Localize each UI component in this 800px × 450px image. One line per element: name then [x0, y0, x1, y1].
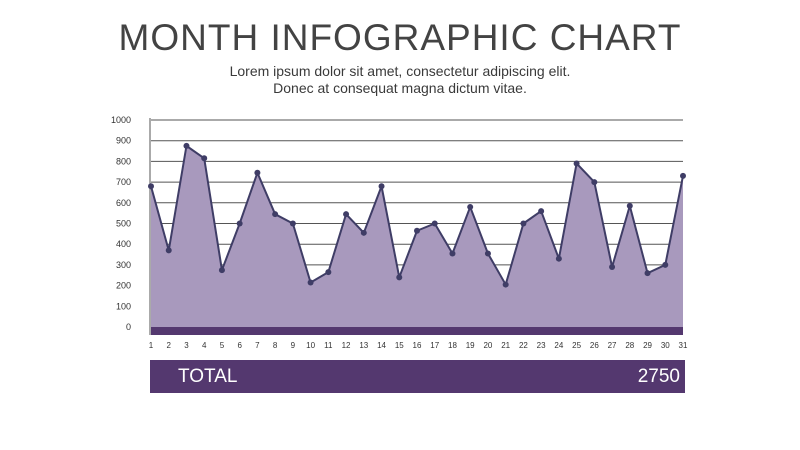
x-tick-label: 26 — [590, 341, 599, 350]
x-tick-label: 3 — [184, 341, 189, 350]
data-point — [484, 250, 491, 257]
chart-title: MONTH INFOGRAPHIC CHART — [118, 17, 682, 58]
base-band-rect — [151, 327, 683, 335]
x-tick-label: 27 — [608, 341, 617, 350]
y-tick-label: 200 — [116, 281, 131, 291]
data-point — [644, 270, 651, 277]
data-point — [289, 220, 296, 227]
y-tick-label: 0 — [126, 322, 131, 332]
data-point — [467, 203, 474, 210]
data-point — [662, 261, 669, 268]
x-tick-label: 7 — [255, 341, 260, 350]
x-tick-label: 14 — [377, 341, 386, 350]
x-tick-label: 21 — [501, 341, 510, 350]
data-point — [449, 250, 456, 257]
x-tick-label: 17 — [430, 341, 439, 350]
base-band — [151, 327, 683, 335]
x-tick-label: 18 — [448, 341, 457, 350]
x-tick-label: 12 — [342, 341, 351, 350]
data-point — [396, 274, 403, 281]
x-tick-label: 9 — [291, 341, 296, 350]
y-tick-label: 500 — [116, 219, 131, 229]
data-point — [591, 179, 598, 186]
x-tick-label: 10 — [306, 341, 315, 350]
data-point — [272, 211, 279, 218]
data-points — [148, 142, 686, 288]
x-tick-label: 11 — [324, 341, 333, 350]
x-tick-label: 1 — [149, 341, 154, 350]
data-point — [360, 229, 367, 236]
x-tick-label: 19 — [466, 341, 475, 350]
data-point — [520, 220, 527, 227]
area-fill — [151, 145, 683, 327]
data-point — [414, 227, 420, 234]
x-tick-label: 16 — [413, 341, 422, 350]
x-tick-label: 15 — [395, 341, 404, 350]
data-point — [236, 220, 243, 227]
x-tick-label: 22 — [519, 341, 528, 350]
chart-subtitle-line-1: Lorem ipsum dolor sit amet, consectetur … — [229, 63, 571, 79]
x-tick-label: 30 — [661, 341, 670, 350]
data-point — [325, 269, 332, 276]
data-point — [218, 267, 225, 274]
data-point — [609, 263, 616, 270]
data-point — [555, 255, 562, 262]
data-point — [165, 247, 172, 254]
y-tick-label: 400 — [116, 239, 131, 249]
x-tick-label: 23 — [537, 341, 546, 350]
x-tick-label: 4 — [202, 341, 207, 350]
x-tick-label: 6 — [237, 341, 242, 350]
x-tick-label: 25 — [572, 341, 581, 350]
y-tick-label: 600 — [116, 198, 131, 208]
data-point — [538, 208, 545, 215]
data-point — [148, 183, 154, 190]
data-point — [183, 142, 190, 149]
y-tick-label: 800 — [116, 156, 131, 166]
y-tick-label: 100 — [116, 301, 131, 311]
x-tick-label: 20 — [483, 341, 492, 350]
x-tick-label: 31 — [679, 341, 688, 350]
y-tick-label: 300 — [116, 260, 131, 270]
total-value: 2750 — [637, 366, 680, 387]
data-point — [201, 155, 208, 162]
x-axis-ticks: 1 2 3 4 5 6 7 8 9 10 11 12 13 14 15 16 17 18 19 20 21 22 23 24 2… — [149, 341, 688, 350]
y-tick-label: 1000 — [111, 115, 131, 125]
area-series — [151, 145, 683, 327]
x-tick-label: 5 — [220, 341, 225, 350]
data-point — [626, 202, 633, 209]
chart-subtitle-line-2: Donec at consequat magna dictum vitae. — [273, 80, 527, 96]
data-point — [431, 220, 438, 227]
x-tick-label: 24 — [554, 341, 563, 350]
data-point — [502, 281, 509, 288]
data-point — [307, 279, 314, 286]
data-point — [680, 172, 686, 179]
data-point — [254, 169, 261, 176]
y-tick-label: 700 — [116, 177, 131, 187]
total-bar: TOTAL 2750 — [150, 360, 685, 393]
x-tick-label: 2 — [167, 341, 172, 350]
data-point — [343, 211, 350, 218]
x-tick-label: 29 — [643, 341, 652, 350]
x-tick-label: 8 — [273, 341, 278, 350]
total-label: TOTAL — [178, 366, 238, 387]
y-tick-label: 900 — [116, 136, 131, 146]
data-point — [378, 183, 385, 190]
x-tick-label: 13 — [359, 341, 368, 350]
x-tick-label: 28 — [625, 341, 634, 350]
data-point — [573, 160, 580, 167]
